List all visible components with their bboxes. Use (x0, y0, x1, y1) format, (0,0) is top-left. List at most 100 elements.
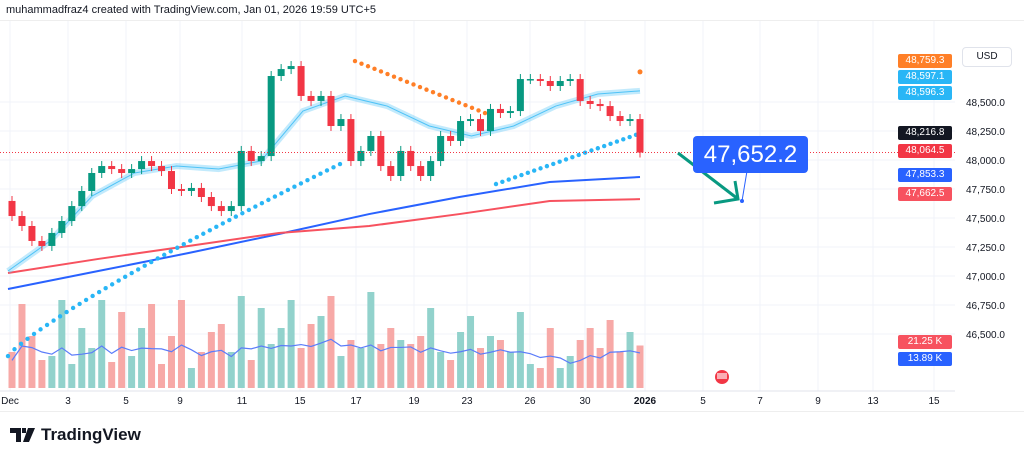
orange-dot (365, 64, 371, 69)
orange-dot (463, 103, 468, 108)
volume-bar (636, 345, 644, 388)
volume-bar (98, 300, 106, 388)
x-tick-label: Dec (1, 396, 19, 407)
orange-dot (391, 74, 397, 79)
cyan-dot (311, 174, 317, 180)
cyan-dot (175, 245, 180, 250)
volume-bar (536, 368, 544, 388)
volume-bar (277, 328, 285, 388)
volume-bar (467, 316, 475, 388)
us-flag-stripes (717, 373, 727, 379)
volume-bar (128, 356, 136, 388)
candle (626, 119, 634, 122)
orange-dot (637, 69, 643, 75)
candle (576, 79, 584, 101)
candle (58, 221, 66, 233)
candle (307, 95, 315, 101)
orange-dot (372, 66, 377, 72)
volume-bar (108, 362, 116, 388)
cyan-dot (77, 301, 82, 307)
candle (457, 121, 465, 141)
cyan-dot (12, 347, 17, 352)
volume-bar (377, 344, 385, 388)
candle (496, 108, 504, 114)
volume-bar (606, 320, 614, 388)
x-tick-label: 3 (65, 396, 71, 407)
volume-bar (526, 364, 534, 388)
volume-bar (48, 356, 56, 388)
volume-bar (486, 336, 494, 388)
volume-bar (496, 340, 504, 388)
cyan-dot (525, 170, 531, 176)
price-tag: 13.89 K (898, 352, 952, 366)
cyan-dot (563, 157, 569, 162)
candle (556, 81, 564, 86)
candle (367, 135, 375, 151)
cyan-dot (318, 171, 323, 176)
cyan-dot (253, 204, 258, 209)
orange-dot (443, 95, 449, 100)
volume-bar (8, 352, 16, 388)
ma_red-line (7, 198, 641, 274)
price-chart[interactable]: 48,500.0 48,250.0 48,000.0 47,750.0 47,500.0… (0, 21, 1024, 413)
y-tick-label: 47,750.0 (966, 185, 1005, 196)
cyan-dot (544, 163, 550, 169)
candle (267, 76, 275, 157)
candle (158, 166, 166, 172)
volume-bar (457, 332, 465, 388)
candle (167, 171, 175, 189)
cyan-dot (149, 259, 154, 265)
cyan-dot (233, 214, 239, 219)
candle (8, 200, 16, 217)
candle (187, 187, 195, 191)
candle (397, 150, 405, 177)
price-tag: 21.25 K (898, 335, 952, 349)
y-tick-label: 48,500.0 (966, 98, 1005, 109)
cyan-dot (18, 341, 24, 347)
cyan-dot (220, 221, 226, 226)
cyan-dot (5, 353, 11, 359)
price-tag: 48,596.3 (898, 86, 952, 100)
candle (148, 161, 156, 167)
candle (566, 79, 574, 82)
currency-button[interactable]: USD (962, 47, 1012, 67)
cyan-dot (324, 168, 330, 173)
x-tick-label: 5 (123, 396, 129, 407)
volume-bar (596, 348, 604, 388)
volume-bar (347, 340, 355, 388)
cyan-dot (627, 134, 632, 140)
orange-dot (456, 100, 462, 105)
volume-bar (516, 312, 524, 388)
volume-bar (257, 308, 265, 388)
cyan-dot (621, 137, 626, 142)
cyan-dot (531, 168, 537, 173)
x-tick-label: 17 (350, 396, 362, 407)
orange-dot (398, 77, 403, 82)
volume-bar (566, 356, 574, 388)
volume-bar (28, 336, 36, 388)
cyan-dot (168, 249, 173, 254)
volume-bar (207, 332, 215, 388)
cyan-dot (103, 285, 108, 291)
price-tag: 48,597.1 (898, 70, 952, 84)
volume-bar (506, 352, 514, 388)
volume-bar (556, 368, 564, 388)
candle (48, 232, 56, 246)
cyan-dot (240, 211, 245, 216)
ribbon-line (7, 90, 641, 272)
y-tick-label: 47,500.0 (966, 214, 1005, 225)
arrow-head-icon (713, 180, 740, 205)
cyan-dot (116, 278, 121, 283)
price-callout[interactable]: 47,652.2 (693, 136, 808, 173)
cyan-dot (512, 175, 518, 180)
candle (197, 187, 205, 198)
candle (506, 111, 514, 114)
volume-bar (167, 336, 175, 388)
candle (536, 79, 544, 82)
candle (586, 100, 594, 104)
y-tick-label: 46,750.0 (966, 301, 1005, 312)
cyan-dot (337, 161, 343, 167)
volume-bar (138, 328, 146, 388)
cyan-dot (589, 148, 594, 153)
candle (417, 166, 425, 177)
